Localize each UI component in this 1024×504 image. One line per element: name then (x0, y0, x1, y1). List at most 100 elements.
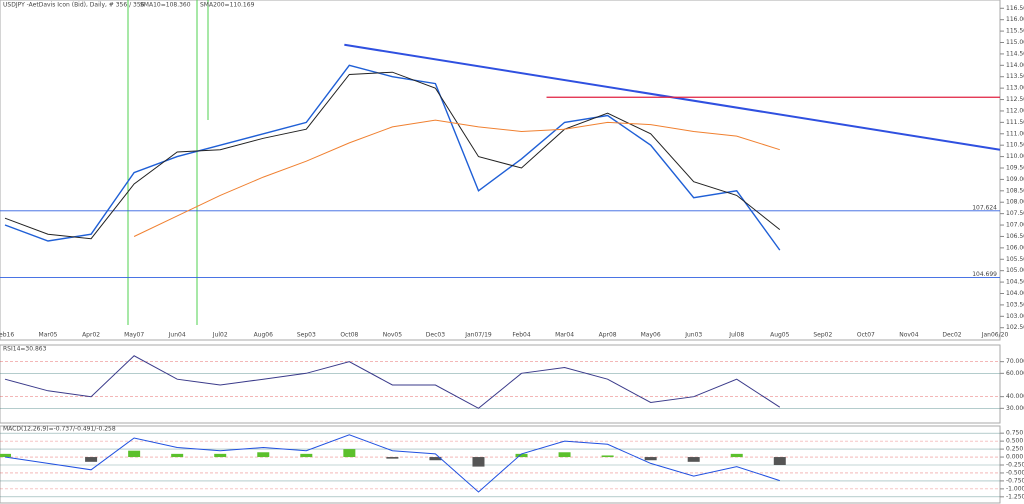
y-tick-label: 110.000 (1006, 153, 1024, 160)
y-tick-label: -1.250 (1006, 493, 1024, 500)
series-line (133, 119, 780, 237)
histogram-bar (214, 453, 227, 458)
y-tick-label: 30.000 (1006, 405, 1024, 412)
y-tick-label: 109.500 (1006, 165, 1024, 172)
x-tick-label: Sep02 (813, 332, 832, 339)
x-tick-label: Mar04 (555, 332, 574, 339)
y-tick-label: 116.000 (1006, 16, 1024, 23)
y-tick-label: 0.250 (1006, 446, 1023, 453)
histogram-bar (386, 457, 399, 459)
y-tick-label: -0.250 (1006, 462, 1024, 469)
y-tick-label: 113.500 (1006, 73, 1024, 80)
series-line (4, 434, 780, 493)
histogram-bar (343, 449, 356, 458)
x-tick-label: Mar05 (39, 332, 58, 339)
x-tick-label: Aug06 (254, 332, 274, 339)
y-tick-label: 105.000 (1006, 267, 1024, 274)
reference-label: 107.624 (972, 204, 997, 211)
y-tick-label: 111.000 (1006, 130, 1024, 137)
y-tick-label: 40.000 (1006, 393, 1024, 400)
histogram-bar (773, 457, 786, 465)
y-tick-label: 70.000 (1006, 358, 1024, 365)
y-tick-label: 104.500 (1006, 279, 1024, 286)
x-tick-label: Feb04 (512, 332, 530, 339)
y-tick-label: 0.000 (1006, 454, 1023, 461)
y-tick-label: -0.750 (1006, 477, 1024, 484)
x-tick-label: Nov05 (383, 332, 403, 339)
x-tick-label: Jan07/19 (464, 332, 492, 339)
panel-title: RSI14=30.863 (3, 346, 47, 353)
histogram-bar (515, 453, 528, 458)
y-tick-label: 112.000 (1006, 107, 1024, 114)
x-tick-label: Jun04 (168, 332, 186, 339)
histogram-bar (730, 453, 743, 458)
y-tick-label: 105.500 (1006, 256, 1024, 263)
x-tick-label: Apr02 (82, 332, 100, 339)
histogram-bar (429, 457, 442, 461)
series-line (4, 355, 781, 409)
histogram-bar (128, 450, 141, 458)
price-panel (0, 0, 1001, 341)
x-tick-label: Jul08 (728, 332, 744, 339)
y-tick-label: 115.500 (1006, 28, 1024, 35)
histogram-bar (171, 453, 184, 458)
y-tick-label: 114.500 (1006, 50, 1024, 57)
y-tick-label: 107.000 (1006, 222, 1024, 229)
x-tick-label: Feb16 (0, 332, 14, 339)
y-tick-label: 0.750 (1006, 430, 1023, 437)
x-tick-label: Jan06/20 (981, 332, 1009, 339)
y-tick-label: 111.500 (1006, 119, 1024, 126)
x-tick-label: Dec02 (942, 332, 961, 339)
x-tick-label: Jun03 (684, 332, 702, 339)
x-tick-label: Oct07 (857, 332, 875, 339)
y-tick-label: 104.000 (1006, 290, 1024, 297)
y-tick-label: 108.500 (1006, 187, 1024, 194)
y-tick-label: 102.500 (1006, 324, 1024, 331)
histogram-bar (85, 457, 98, 462)
legend-entry: SMA10=108.360 (140, 2, 191, 9)
x-tick-label: May06 (641, 332, 661, 339)
histogram-bar (558, 452, 571, 458)
histogram-bar (0, 453, 11, 458)
rsi-panel (0, 344, 1001, 424)
x-tick-label: Dec03 (426, 332, 445, 339)
y-tick-label: 108.000 (1006, 199, 1024, 206)
y-tick-label: 109.000 (1006, 176, 1024, 183)
reference-label: 104.699 (972, 271, 997, 278)
y-tick-label: 110.500 (1006, 142, 1024, 149)
x-tick-label: Oct08 (340, 332, 358, 339)
y-tick-label: 60.000 (1006, 370, 1024, 377)
series-line (4, 71, 781, 240)
x-tick-label: Apr08 (599, 332, 617, 339)
y-tick-label: -0.500 (1006, 469, 1024, 476)
x-tick-label: Sep03 (297, 332, 316, 339)
panel-title: MACD(12,26,9)=-0.737/-0.491/-0.258 (3, 426, 116, 433)
panel-title: USDJPY -AetDavis Icon (Bid), Daily, # 35… (3, 2, 145, 9)
y-tick-label: -1.000 (1006, 485, 1024, 492)
x-tick-label: Nov04 (899, 332, 919, 339)
x-tick-label: Jul02 (212, 332, 228, 339)
y-tick-label: 103.000 (1006, 313, 1024, 320)
y-tick-label: 113.000 (1006, 85, 1024, 92)
legend-entry: SMA200=110.169 (200, 2, 255, 9)
histogram-bar (687, 457, 700, 462)
y-tick-label: 106.000 (1006, 244, 1024, 251)
y-tick-label: 107.500 (1006, 210, 1024, 217)
x-tick-label: Aug05 (770, 332, 790, 339)
y-tick-label: 112.500 (1006, 96, 1024, 103)
x-tick-label: May07 (124, 332, 144, 339)
histogram-bar (300, 453, 313, 458)
y-tick-label: 0.500 (1006, 438, 1023, 445)
macd-panel (0, 425, 1001, 504)
y-tick-label: 114.000 (1006, 62, 1024, 69)
histogram-bar (257, 452, 270, 458)
histogram-bar (644, 457, 657, 461)
y-tick-label: 103.500 (1006, 301, 1024, 308)
y-tick-label: 106.500 (1006, 233, 1024, 240)
histogram-bar (472, 457, 485, 467)
histogram-bar (601, 455, 614, 458)
y-tick-label: 116.500 (1006, 5, 1024, 12)
series-line (4, 64, 781, 251)
